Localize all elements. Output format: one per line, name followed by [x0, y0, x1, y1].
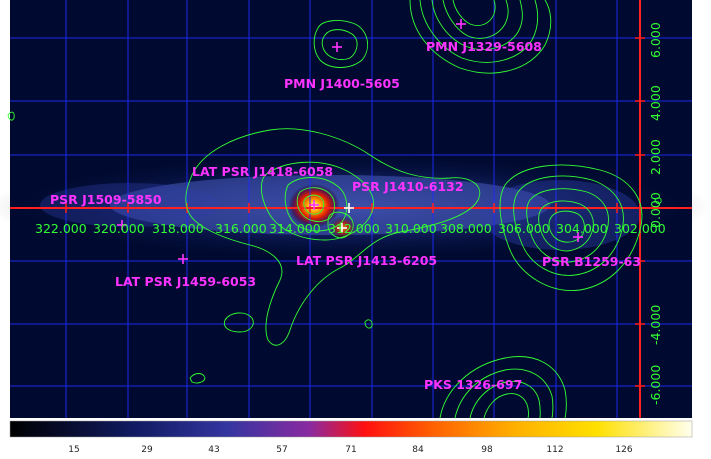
glat-tick: 4.000	[648, 85, 663, 121]
colorbar-tick: 29	[141, 445, 153, 455]
glon-tick: 322.000	[35, 221, 87, 236]
source-labels: PMN J1329-5608 PMN J1400-5605 LAT PSR J1…	[50, 39, 641, 392]
label-pmn-j1400-5605: PMN J1400-5605	[284, 76, 400, 91]
glat-tick: 0.000	[648, 192, 663, 228]
emission-contours	[7, 0, 662, 419]
marker-psr-j1410-6132	[344, 203, 354, 213]
colorbar-tick: 43	[208, 445, 219, 455]
glat-tick: 2.000	[648, 139, 663, 175]
colorbar-tick: 71	[345, 445, 356, 455]
glon-tick: 308.000	[440, 221, 492, 236]
label-lat-psr-j1413-6205: LAT PSR J1413-6205	[296, 253, 437, 268]
source-markers	[117, 19, 583, 264]
colorbar-tick: 57	[276, 445, 287, 455]
colorbar-tick: 112	[546, 445, 563, 455]
label-psr-j1509-5850: PSR J1509-5850	[50, 192, 162, 207]
glat-tick: -4.000	[648, 305, 663, 345]
colorbar-tick: 15	[68, 445, 79, 455]
glat-tick: -6.000	[648, 365, 663, 405]
glon-tick: 316.000	[215, 221, 267, 236]
glon-tick: 304.000	[556, 221, 608, 236]
glon-tick: 318.000	[152, 221, 204, 236]
glon-tick: 320.000	[93, 221, 145, 236]
marker-lat-psr-j1413-6205	[337, 223, 347, 233]
marker-psr-b1259-63	[573, 232, 583, 242]
label-lat-psr-j1418-6058: LAT PSR J1418-6058	[192, 164, 333, 179]
glon-tick: 314.000	[269, 221, 321, 236]
glon-tick-labels: 322.000 320.000 318.000 316.000 314.000 …	[35, 221, 666, 236]
label-pmn-j1329-5608: PMN J1329-5608	[426, 39, 542, 54]
glon-tick: 302.000	[614, 221, 666, 236]
glon-tick: 306.000	[498, 221, 550, 236]
marker-pmn-j1400-5605	[332, 42, 342, 52]
marker-lat-psr-j1459-6053	[178, 254, 188, 264]
colorbar-gradient	[9, 420, 693, 438]
marker-psr-j1509-5850	[117, 220, 127, 230]
marker-pmn-j1329-5608	[456, 19, 466, 29]
colorbar-tick: 126	[615, 445, 632, 455]
label-psr-j1410-6132: PSR J1410-6132	[352, 179, 464, 194]
label-lat-psr-j1459-6053: LAT PSR J1459-6053	[115, 274, 256, 289]
marker-lat-psr-j1418-6058	[309, 200, 319, 210]
glon-tick: 310.000	[385, 221, 437, 236]
glat-tick-labels: 6.000 4.000 2.000 0.000 -4.000 -6.000	[648, 22, 663, 405]
colorbar-tick: 84	[412, 445, 424, 455]
glat-tick: 6.000	[648, 22, 663, 58]
colorbar: 15 29 43 57 71 84 98 112 126	[9, 420, 693, 455]
label-psr-b1259-63: PSR B1259-63	[542, 254, 641, 269]
label-pks-1326-697: PKS 1326-697	[424, 377, 522, 392]
glon-tick: 312.000	[328, 221, 380, 236]
colorbar-tick: 98	[481, 445, 493, 455]
